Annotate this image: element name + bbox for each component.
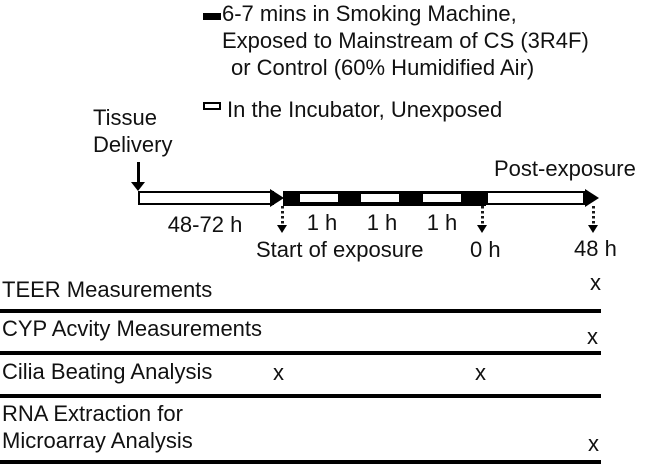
assay-mark-teer-48h: x <box>590 270 601 295</box>
exposure-duration-label-1: 1 h <box>306 210 338 235</box>
zero-hour-marker-icon <box>476 206 488 233</box>
incubator-inset-3 <box>423 194 461 202</box>
assay-row-label: RNA Extraction for Microarray Analysis <box>2 400 193 454</box>
assay-mark-cilia-start: x <box>273 360 284 385</box>
row-divider <box>0 309 601 313</box>
exposure-duration-label-3: 1 h <box>426 210 458 235</box>
start-of-exposure-label: Start of exposure <box>256 237 424 262</box>
assay-row-label-line1: RNA Extraction for <box>2 401 183 426</box>
zero-hour-label: 0 h <box>470 237 501 262</box>
row-divider <box>0 394 601 398</box>
legend-unexposed-label: In the Incubator, Unexposed <box>227 97 503 122</box>
assay-row-label: Cilia Beating Analysis <box>2 359 213 384</box>
tissue-delivery-label: Tissue Delivery <box>93 104 172 158</box>
legend-exposed: 6-7 mins in Smoking Machine, Exposed to … <box>222 0 589 81</box>
pre-exposure-arrowhead-icon <box>270 189 284 207</box>
assay-row-label: TEER Measurements <box>2 277 213 302</box>
legend-exposed-line3: or Control (60% Humidified Air) <box>231 55 535 80</box>
post-exposure-arrowhead-icon <box>585 189 599 207</box>
exposed-bar-icon <box>203 13 221 20</box>
tissue-delivery-line2: Delivery <box>93 132 173 157</box>
legend-exposed-line2: Exposed to Mainstream of CS (3R4F) <box>222 28 589 53</box>
unexposed-bar-icon <box>203 102 221 110</box>
incubator-inset-1 <box>300 194 338 202</box>
exposure-duration-label-2: 1 h <box>366 210 398 235</box>
tissue-delivery-line1: Tissue <box>93 105 157 130</box>
end-48h-marker-icon <box>587 206 599 233</box>
row-divider <box>0 351 601 355</box>
assay-row-label-line2: Microarray Analysis <box>2 428 193 453</box>
assay-mark-cyp-48h: x <box>587 324 598 349</box>
post-exposure-bar <box>486 191 585 205</box>
row-divider <box>0 460 601 464</box>
start-of-exposure-marker-icon <box>276 206 288 233</box>
assay-mark-rna-48h: x <box>588 431 599 456</box>
assay-row-label: CYP Acvity Measurements <box>2 316 263 341</box>
legend-exposed-line1: 6-7 mins in Smoking Machine, <box>222 1 517 26</box>
tissue-delivery-arrow-icon <box>131 162 145 191</box>
incubator-inset-2 <box>361 194 399 202</box>
pre-exposure-duration-label: 48-72 h <box>167 212 243 237</box>
end-48h-label: 48 h <box>574 236 617 261</box>
pre-exposure-bar <box>138 191 274 205</box>
assay-mark-cilia-0h: x <box>475 360 486 385</box>
post-exposure-label: Post-exposure <box>494 156 636 181</box>
